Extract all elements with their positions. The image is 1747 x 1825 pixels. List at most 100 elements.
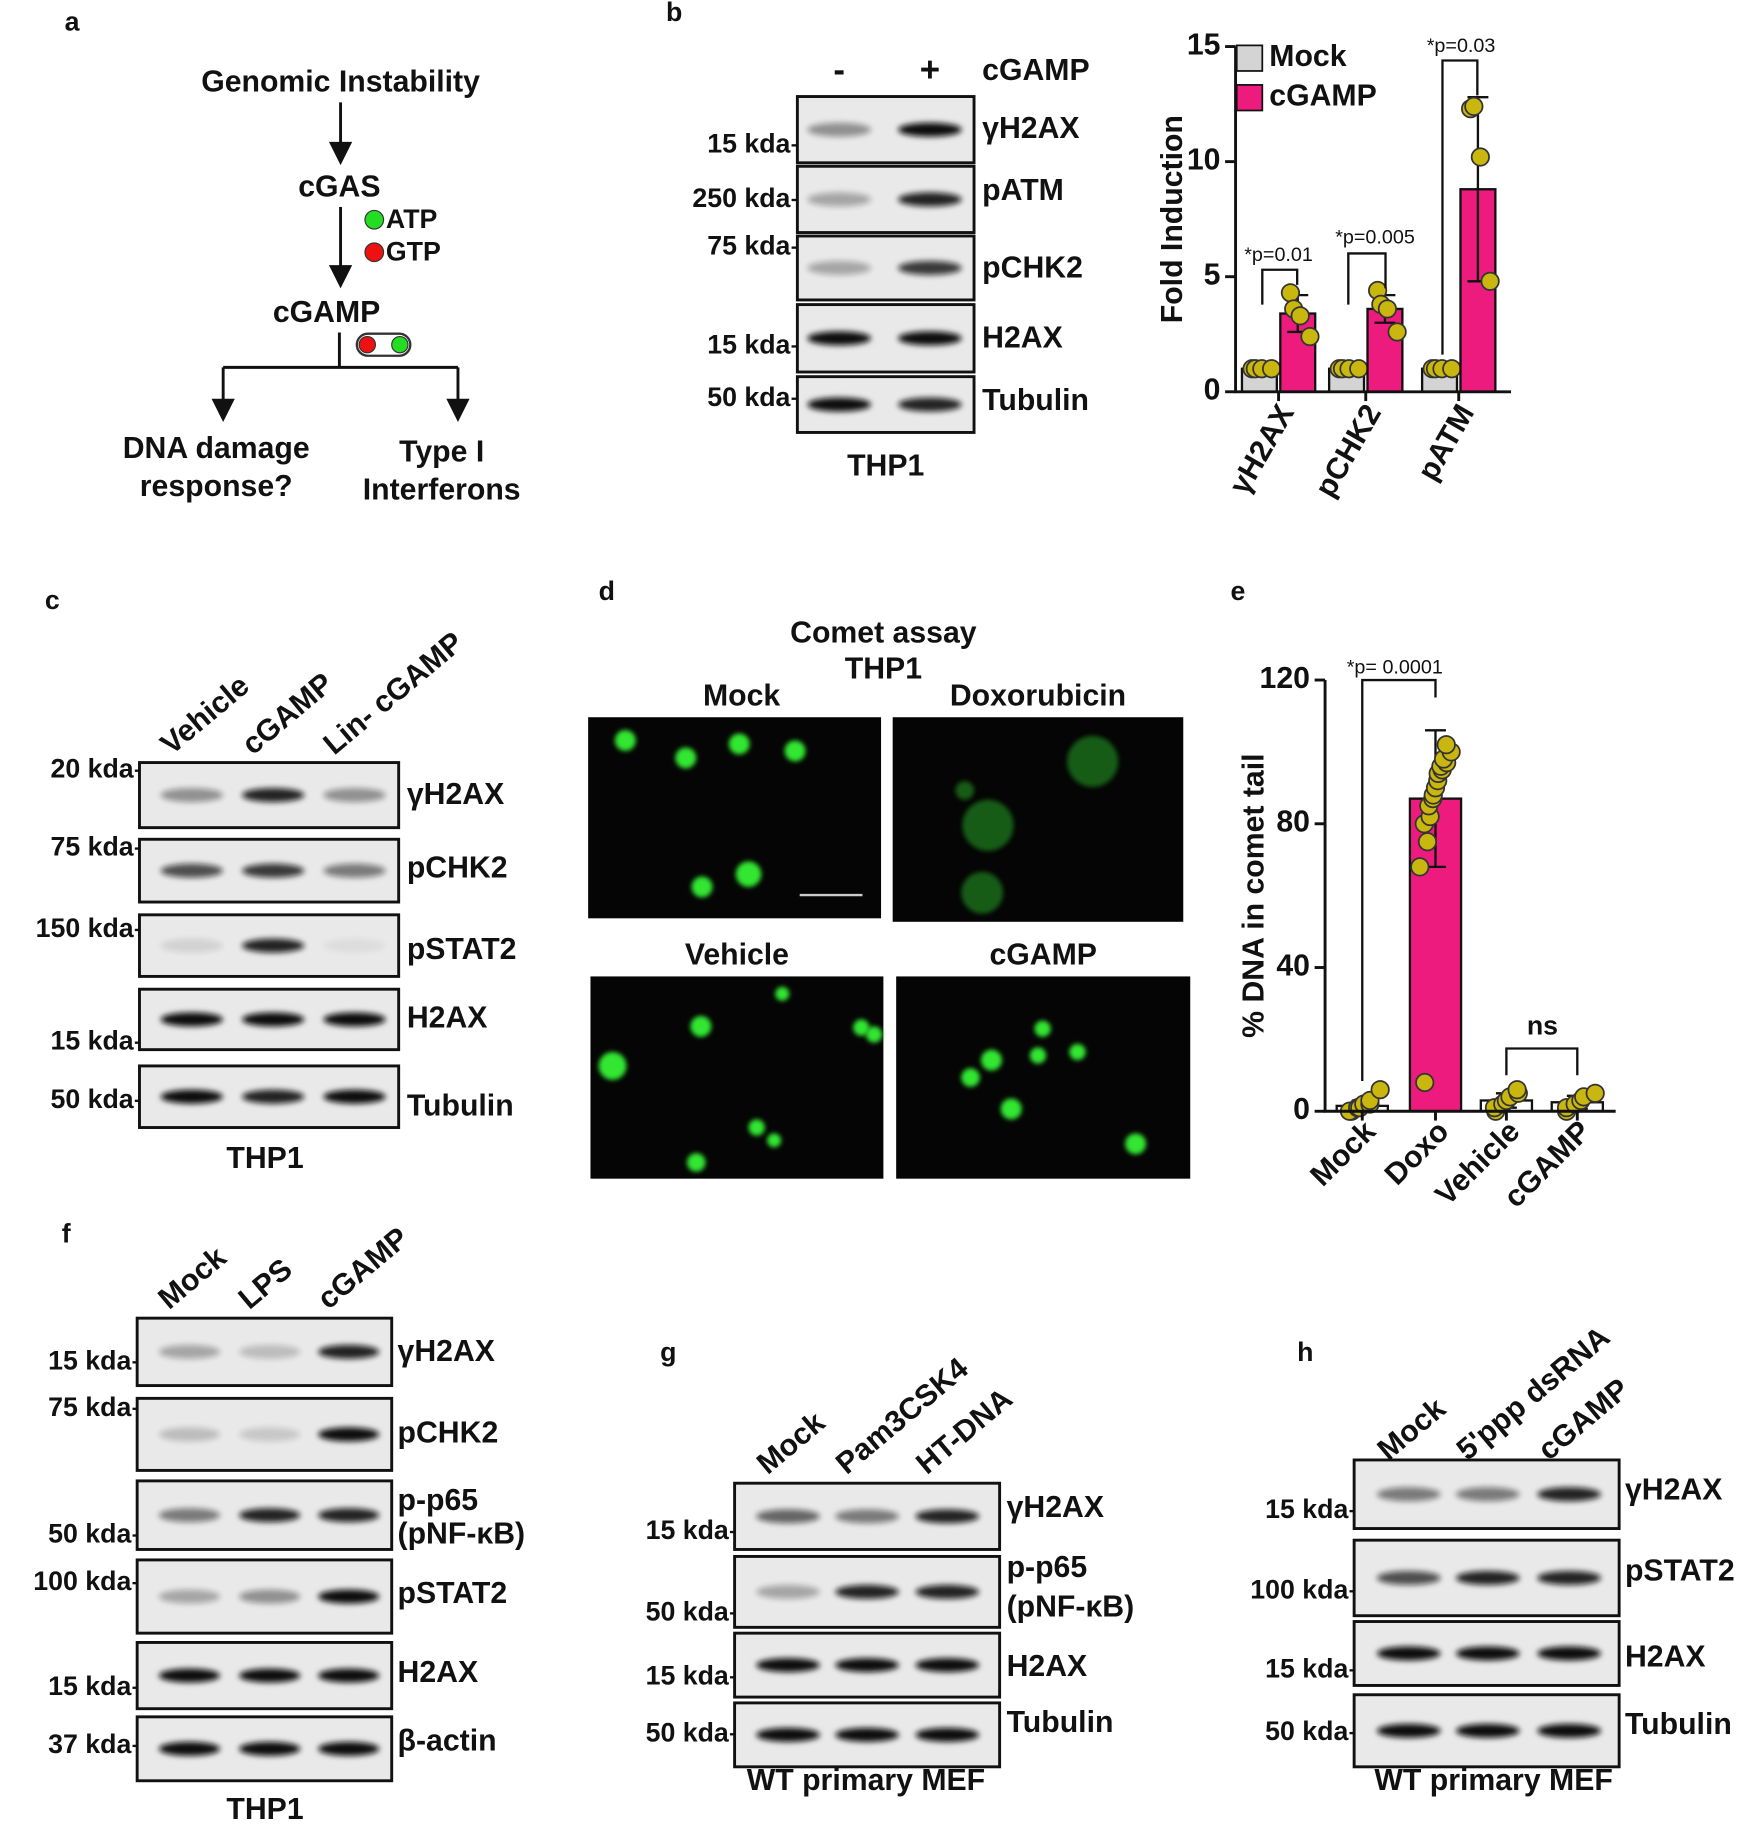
- comet-nucleus: [767, 1133, 782, 1148]
- significance-bracket: [1347, 252, 1387, 305]
- protein-label: (pNF-κB): [398, 1517, 526, 1550]
- blot-band: [1455, 1487, 1520, 1502]
- annotation: *p= 0.0001: [1347, 657, 1443, 679]
- lane-label: Mock: [152, 1241, 233, 1316]
- lane-label: Mock: [1372, 1392, 1453, 1467]
- blot-band: [807, 261, 872, 275]
- blot-band: [898, 192, 962, 207]
- blot-band: [898, 261, 962, 275]
- protein-label: γH2AX: [407, 778, 504, 811]
- lane-label: cGAMP: [312, 1221, 416, 1315]
- protein-label: H2AX: [1007, 1650, 1088, 1683]
- blot-band: [242, 863, 305, 878]
- comet-nucleus: [865, 1026, 883, 1043]
- blot-band: [1537, 1570, 1601, 1585]
- size-marker: 100 kda: [33, 1566, 132, 1596]
- panel-label: d: [599, 576, 615, 606]
- blot-band: [242, 1089, 305, 1104]
- blot-band: [239, 1344, 301, 1359]
- diagram-node: Interferons: [363, 474, 521, 507]
- blot-band: [756, 1727, 820, 1742]
- micrograph: [590, 976, 884, 1179]
- blot-band: [318, 1741, 380, 1756]
- blot-band: [239, 1427, 301, 1442]
- data-point: [1370, 1080, 1390, 1100]
- blot-band: [756, 1584, 820, 1599]
- size-marker: 50 kda: [48, 1519, 132, 1549]
- data-point: [1470, 147, 1490, 167]
- atp-dot: [364, 209, 385, 230]
- panel-label: g: [660, 1337, 676, 1367]
- blot-band: [239, 1741, 301, 1756]
- comet-nucleus: [784, 740, 806, 762]
- diagram-node: GTP: [386, 237, 441, 267]
- diagram-node: DNA damage: [123, 432, 310, 465]
- blot-band: [239, 1668, 301, 1683]
- diagram: Genomic Instability cGAS ATP GTP cGAMP D…: [123, 66, 521, 507]
- blot-band: [242, 1012, 305, 1027]
- blot-band: [807, 122, 872, 137]
- lane-label: -: [833, 50, 845, 89]
- size-marker: 50 kda: [50, 1084, 134, 1114]
- size-marker: 50 kda: [1265, 1716, 1349, 1746]
- data-point: [1262, 359, 1282, 379]
- image-label: Mock: [703, 679, 780, 712]
- blot-band: [239, 1508, 301, 1523]
- blot-band: [158, 1427, 221, 1442]
- size-marker: 15 kda: [646, 1515, 730, 1545]
- legend-swatch: [1235, 84, 1264, 112]
- blot-band: [1376, 1646, 1441, 1661]
- protein-label: pCHK2: [398, 1416, 499, 1449]
- data-point: [1442, 359, 1462, 379]
- comet-nucleus: [1029, 1047, 1047, 1064]
- comet-nucleus: [1067, 735, 1119, 787]
- diagram-node: Type I: [399, 435, 484, 468]
- panel-label: h: [1297, 1337, 1313, 1367]
- comet-title: Comet assay: [790, 617, 977, 650]
- blot-band: [1537, 1487, 1601, 1502]
- comet-nucleus: [728, 733, 750, 755]
- panel-label: f: [62, 1219, 71, 1249]
- arrowhead: [328, 265, 353, 289]
- size-marker: 75 kda: [48, 1392, 132, 1422]
- image-label: cGAMP: [989, 939, 1096, 972]
- blot-band: [1376, 1570, 1441, 1585]
- y-tick-label: 15: [1187, 29, 1221, 62]
- protein-label: pSTAT2: [407, 933, 517, 966]
- blot-band: [323, 788, 386, 803]
- significance-bracket: [1505, 1047, 1579, 1076]
- branch: [221, 332, 460, 403]
- comet-nucleus: [686, 1153, 706, 1172]
- significance-bracket: [1441, 59, 1479, 355]
- bar-chart: 0 5 10 15 Fold Induction γH2AX pCHK2 pATM *p=0.0…: [1156, 29, 1512, 503]
- comet-nucleus: [1000, 1098, 1022, 1120]
- blot-band: [323, 938, 386, 953]
- significance-bracket: [1261, 268, 1299, 305]
- comet-nucleus: [691, 876, 713, 898]
- protein-label: H2AX: [982, 321, 1063, 354]
- comet-nucleus: [775, 986, 790, 1001]
- axes: [1234, 46, 1512, 394]
- diagram-node: cGAS: [298, 170, 380, 203]
- data-point: [1290, 306, 1310, 326]
- blot-band: [1376, 1723, 1441, 1738]
- annotation: *p=0.03: [1427, 35, 1496, 57]
- blot-band: [915, 1584, 980, 1599]
- comet-nucleus: [955, 781, 975, 800]
- blot-band: [915, 1727, 980, 1742]
- data-point: [1387, 322, 1407, 342]
- x-tick-label: Mock: [1304, 1115, 1382, 1193]
- blot-band: [898, 397, 962, 412]
- y-tick-label: 80: [1276, 806, 1310, 839]
- protein-label: pCHK2: [407, 851, 508, 884]
- comet-nucleus: [961, 871, 1004, 914]
- data-point: [1464, 96, 1484, 116]
- comet-nucleus: [1069, 1043, 1086, 1061]
- x-tick-label: pATM: [1412, 399, 1481, 486]
- lane-label: +: [920, 50, 940, 89]
- protein-label: γH2AX: [1007, 1491, 1104, 1524]
- blot-band: [898, 122, 962, 137]
- comet-nucleus: [614, 730, 636, 751]
